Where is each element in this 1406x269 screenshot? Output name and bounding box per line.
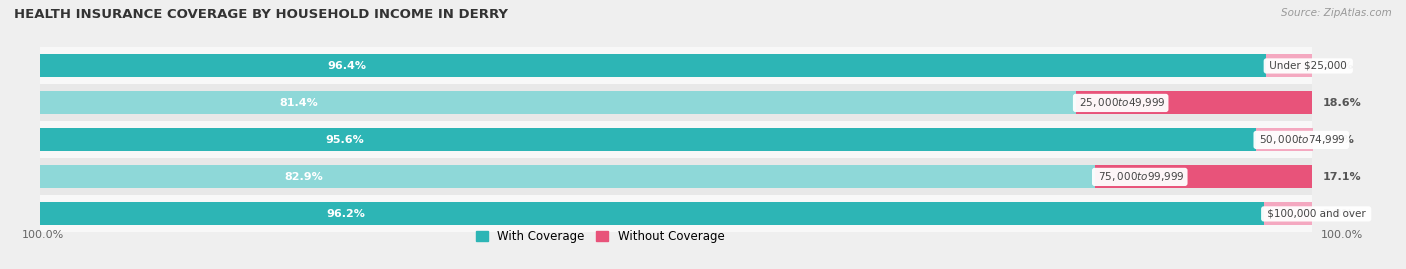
Bar [41, 55, 1267, 77]
Text: $100,000 and over: $100,000 and over [1264, 209, 1368, 219]
Bar [1076, 91, 1312, 114]
Text: 17.1%: 17.1% [1322, 172, 1361, 182]
Text: $75,000 to $99,999: $75,000 to $99,999 [1095, 171, 1185, 183]
Bar [1095, 165, 1312, 188]
Bar [41, 165, 1095, 188]
Text: 96.4%: 96.4% [328, 61, 367, 71]
Text: 3.6%: 3.6% [1322, 61, 1353, 71]
Bar [41, 203, 1264, 225]
Bar [41, 47, 1312, 84]
Text: 4.5%: 4.5% [1323, 135, 1354, 145]
Bar [1264, 203, 1312, 225]
Bar [41, 91, 1076, 114]
Bar [1256, 129, 1313, 151]
Bar [41, 158, 1312, 195]
Legend: With Coverage, Without Coverage: With Coverage, Without Coverage [471, 225, 728, 248]
Text: Source: ZipAtlas.com: Source: ZipAtlas.com [1281, 8, 1392, 18]
Bar [41, 121, 1312, 158]
Text: HEALTH INSURANCE COVERAGE BY HOUSEHOLD INCOME IN DERRY: HEALTH INSURANCE COVERAGE BY HOUSEHOLD I… [14, 8, 508, 21]
Text: 3.8%: 3.8% [1322, 209, 1353, 219]
Bar [41, 129, 1256, 151]
Bar [1267, 55, 1312, 77]
Text: 100.0%: 100.0% [1320, 230, 1362, 240]
Bar [41, 195, 1312, 232]
Text: Under $25,000: Under $25,000 [1267, 61, 1350, 71]
Bar [41, 84, 1312, 121]
Text: 81.4%: 81.4% [280, 98, 319, 108]
Text: 100.0%: 100.0% [21, 230, 63, 240]
Text: 82.9%: 82.9% [284, 172, 323, 182]
Text: 18.6%: 18.6% [1322, 98, 1361, 108]
Text: 95.6%: 95.6% [325, 135, 364, 145]
Text: $50,000 to $74,999: $50,000 to $74,999 [1256, 133, 1347, 146]
Text: $25,000 to $49,999: $25,000 to $49,999 [1076, 96, 1166, 109]
Text: 96.2%: 96.2% [326, 209, 366, 219]
